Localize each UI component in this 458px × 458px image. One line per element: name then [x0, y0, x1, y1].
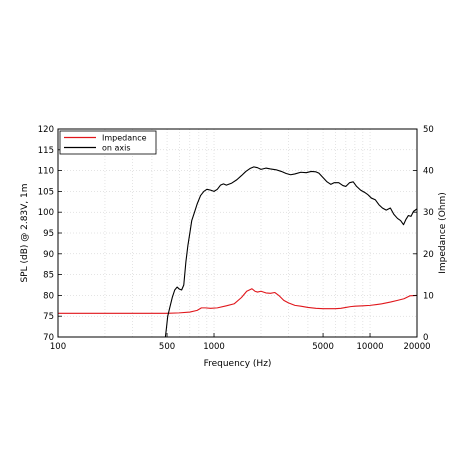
y-tick-label: 95: [43, 229, 54, 239]
legend-label-impedance: Impedance: [102, 134, 147, 143]
y-tick-label: 120: [38, 125, 54, 135]
x-tick-label: 10000: [357, 342, 384, 352]
x-tick-label: 1000: [203, 342, 225, 352]
series-layer: [58, 166, 417, 337]
x-axis-label: Frequency (Hz): [204, 359, 272, 369]
series-line-on-axis: [164, 166, 417, 337]
y-tick-label: 70: [43, 333, 54, 343]
x-tick-label: 5000: [312, 342, 334, 352]
y-tick-label: 110: [38, 167, 54, 177]
y-tick-label: 85: [43, 271, 54, 281]
y2-tick-label: 30: [423, 208, 434, 218]
series-line-impedance: [58, 288, 417, 314]
y2-tick-label: 20: [423, 250, 434, 260]
x-tick-label: 20000: [403, 342, 430, 352]
y2-tick-label: 40: [423, 167, 434, 177]
y2-tick-label: 10: [423, 291, 434, 301]
legend-label-on-axis: on axis: [102, 144, 131, 153]
ticks: 100 500 1000 5000 10000 200007075808590951001…: [38, 125, 434, 352]
legend-box: [59, 130, 157, 155]
y-tick-label: 100: [38, 208, 54, 218]
y2-tick-label: 0: [423, 333, 428, 343]
legend: Impedance on axis: [59, 130, 157, 155]
x-tick-label: 100: [50, 342, 66, 352]
y-tick-label: 75: [43, 312, 54, 322]
y2-tick-label: 50: [423, 125, 434, 135]
y-tick-label: 115: [38, 146, 54, 156]
y-tick-label: 105: [38, 187, 54, 197]
y-axis-label: SPL (dB) @ 2.83V, 1m: [20, 183, 30, 282]
y2-axis-label: Impedance (Ohm): [438, 192, 448, 274]
y-tick-label: 80: [43, 291, 54, 301]
y-tick-label: 90: [43, 250, 54, 260]
x-tick-label: 500: [159, 342, 175, 352]
